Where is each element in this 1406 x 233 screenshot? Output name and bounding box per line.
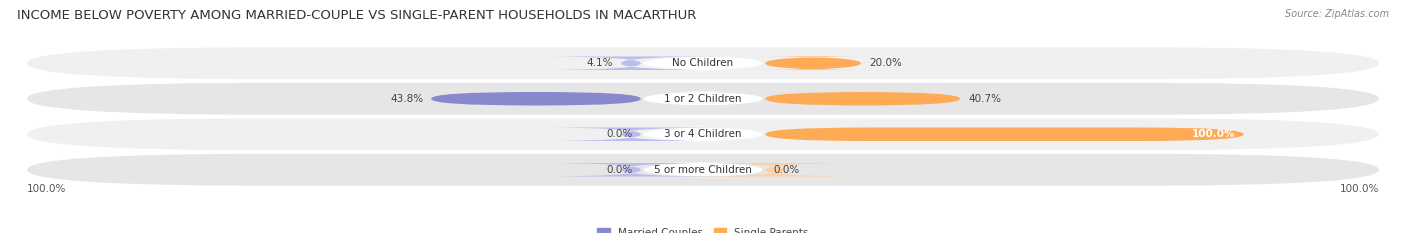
FancyBboxPatch shape [27, 47, 1379, 79]
FancyBboxPatch shape [538, 163, 724, 177]
Text: 1 or 2 Children: 1 or 2 Children [664, 94, 742, 104]
FancyBboxPatch shape [758, 56, 868, 70]
Text: 40.7%: 40.7% [969, 94, 1001, 104]
Text: 0.0%: 0.0% [606, 129, 633, 139]
Text: 20.0%: 20.0% [869, 58, 901, 68]
FancyBboxPatch shape [432, 92, 641, 106]
Text: 100.0%: 100.0% [1340, 184, 1379, 194]
Text: Source: ZipAtlas.com: Source: ZipAtlas.com [1285, 9, 1389, 19]
FancyBboxPatch shape [27, 83, 1379, 115]
FancyBboxPatch shape [27, 118, 1379, 150]
Text: No Children: No Children [672, 58, 734, 68]
FancyBboxPatch shape [538, 56, 724, 70]
FancyBboxPatch shape [682, 163, 868, 177]
FancyBboxPatch shape [644, 56, 762, 71]
Text: 3 or 4 Children: 3 or 4 Children [664, 129, 742, 139]
FancyBboxPatch shape [538, 127, 724, 141]
FancyBboxPatch shape [765, 127, 1244, 141]
Text: 4.1%: 4.1% [586, 58, 613, 68]
FancyBboxPatch shape [644, 127, 762, 142]
Text: 43.8%: 43.8% [389, 94, 423, 104]
Text: 0.0%: 0.0% [606, 165, 633, 175]
Text: 5 or more Children: 5 or more Children [654, 165, 752, 175]
FancyBboxPatch shape [644, 91, 762, 106]
Text: INCOME BELOW POVERTY AMONG MARRIED-COUPLE VS SINGLE-PARENT HOUSEHOLDS IN MACARTH: INCOME BELOW POVERTY AMONG MARRIED-COUPL… [17, 9, 696, 22]
FancyBboxPatch shape [27, 154, 1379, 186]
Text: 100.0%: 100.0% [27, 184, 66, 194]
Text: 0.0%: 0.0% [773, 165, 800, 175]
FancyBboxPatch shape [765, 92, 960, 106]
Legend: Married Couples, Single Parents: Married Couples, Single Parents [598, 228, 808, 233]
Text: 100.0%: 100.0% [1192, 129, 1236, 139]
FancyBboxPatch shape [644, 162, 762, 177]
